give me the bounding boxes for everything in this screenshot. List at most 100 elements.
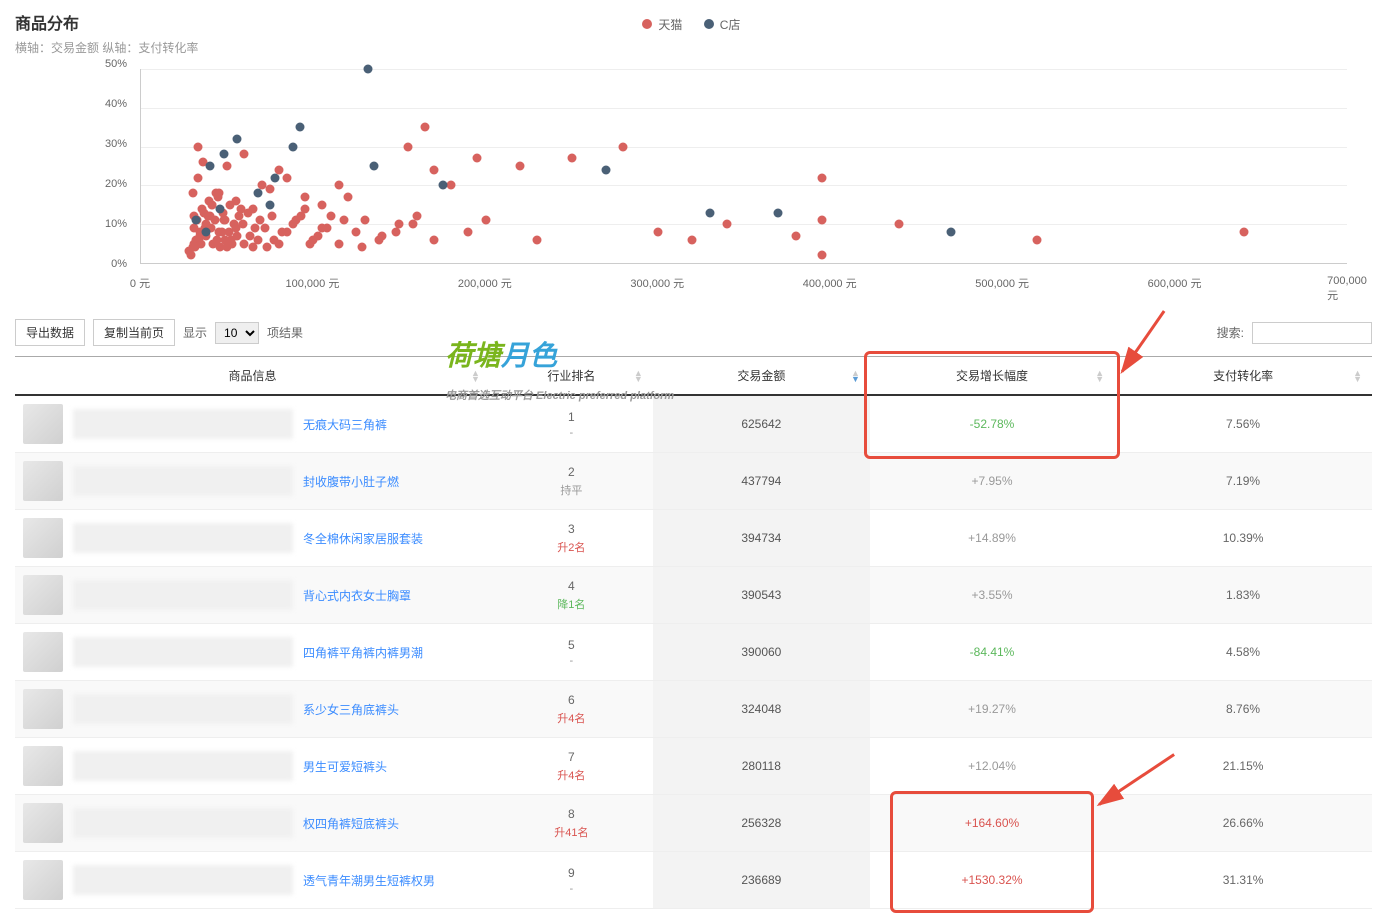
scatter-point[interactable] [240,150,249,159]
scatter-point[interactable] [254,189,263,198]
scatter-point[interactable] [202,227,211,236]
scatter-point[interactable] [235,212,244,221]
scatter-point[interactable] [278,227,287,236]
scatter-point[interactable] [364,65,373,74]
scatter-point[interactable] [335,239,344,248]
scatter-point[interactable] [323,224,332,233]
col-amount[interactable]: 交易金额 ▲▼ [653,357,870,396]
table-row[interactable]: 男生可爱短裤头 7 升4名 280118 +12.04% 21.15% [15,738,1372,795]
table-row[interactable]: 封收腹带小肚子燃 2 持平 437794 +7.95% 7.19% [15,453,1372,510]
scatter-point[interactable] [219,150,228,159]
scatter-point[interactable] [343,193,352,202]
scatter-point[interactable] [705,208,714,217]
scatter-point[interactable] [357,243,366,252]
col-rank[interactable]: 行业排名 ▲▼ [490,357,653,396]
sort-icon[interactable]: ▲▼ [851,370,860,382]
sort-icon[interactable]: ▲▼ [1095,370,1104,382]
table-row[interactable]: 无痕大码三角裤 1 - 625642 -52.78% 7.56% [15,395,1372,453]
scatter-point[interactable] [602,165,611,174]
scatter-point[interactable] [267,212,276,221]
product-name[interactable]: 系少女三角底裤头 [303,701,399,718]
sort-icon[interactable]: ▲▼ [634,370,643,382]
scatter-point[interactable] [223,162,232,171]
product-name[interactable]: 四角裤平角裤内裤男潮 [303,644,423,661]
scatter-point[interactable] [248,204,257,213]
scatter-point[interactable] [472,154,481,163]
scatter-point[interactable] [352,227,361,236]
scatter-point[interactable] [464,227,473,236]
scatter-point[interactable] [220,235,229,244]
sort-icon[interactable]: ▲▼ [1353,370,1362,382]
scatter-point[interactable] [205,196,214,205]
scatter-point[interactable] [233,134,242,143]
scatter-point[interactable] [254,235,263,244]
product-name[interactable]: 男生可爱短裤头 [303,758,387,775]
scatter-point[interactable] [188,189,197,198]
scatter-point[interactable] [438,181,447,190]
col-product[interactable]: 商品信息 ▲▼ [15,357,490,396]
scatter-point[interactable] [895,220,904,229]
scatter-point[interactable] [421,123,430,132]
scatter-point[interactable] [391,227,400,236]
scatter-point[interactable] [340,216,349,225]
scatter-point[interactable] [360,216,369,225]
scatter-point[interactable] [335,181,344,190]
table-row[interactable]: 透气青年潮男生短裤权男 9 - 236689 +1530.32% 31.31% [15,852,1372,909]
scatter-point[interactable] [255,216,264,225]
scatter-point[interactable] [197,239,206,248]
scatter-point[interactable] [224,227,233,236]
table-row[interactable]: 冬全棉休闲家居服套装 3 升2名 394734 +14.89% 10.39% [15,510,1372,567]
scatter-point[interactable] [192,216,201,225]
scatter-point[interactable] [225,200,234,209]
scatter-point[interactable] [429,235,438,244]
scatter-point[interactable] [317,200,326,209]
export-button[interactable]: 导出数据 [15,319,85,346]
table-row[interactable]: 四角裤平角裤内裤男潮 5 - 390060 -84.41% 4.58% [15,624,1372,681]
scatter-point[interactable] [722,220,731,229]
scatter-point[interactable] [288,220,297,229]
col-conversion[interactable]: 支付转化率 ▲▼ [1114,357,1372,396]
scatter-point[interactable] [297,212,306,221]
scatter-point[interactable] [230,220,239,229]
scatter-point[interactable] [817,173,826,182]
scatter-point[interactable] [269,235,278,244]
scatter-point[interactable] [946,227,955,236]
scatter-point[interactable] [1032,235,1041,244]
product-name[interactable]: 权四角裤短底裤头 [303,815,399,832]
product-name[interactable]: 透气青年潮男生短裤权男 [303,872,435,889]
scatter-point[interactable] [266,200,275,209]
scatter-point[interactable] [300,193,309,202]
scatter-point[interactable] [374,235,383,244]
scatter-point[interactable] [271,173,280,182]
scatter-point[interactable] [305,239,314,248]
scatter-point[interactable] [653,227,662,236]
scatter-point[interactable] [193,142,202,151]
scatter-point[interactable] [1239,227,1248,236]
scatter-point[interactable] [516,162,525,171]
scatter-point[interactable] [216,243,225,252]
scatter-point[interactable] [817,251,826,260]
scatter-point[interactable] [193,173,202,182]
scatter-point[interactable] [261,224,270,233]
scatter-point[interactable] [481,216,490,225]
scatter-point[interactable] [228,239,237,248]
scatter-point[interactable] [295,123,304,132]
scatter-point[interactable] [245,231,254,240]
scatter-point[interactable] [240,239,249,248]
scatter-point[interactable] [619,142,628,151]
scatter-point[interactable] [262,243,271,252]
scatter-point[interactable] [211,216,220,225]
product-name[interactable]: 背心式内衣女士胸罩 [303,587,411,604]
table-row[interactable]: 权四角裤短底裤头 8 升41名 256328 +164.60% 26.66% [15,795,1372,852]
scatter-point[interactable] [326,212,335,221]
table-row[interactable]: 背心式内衣女士胸罩 4 降1名 390543 +3.55% 1.83% [15,567,1372,624]
scatter-point[interactable] [186,251,195,260]
product-name[interactable]: 无痕大码三角裤 [303,416,387,433]
scatter-point[interactable] [250,224,259,233]
scatter-point[interactable] [283,173,292,182]
scatter-point[interactable] [774,208,783,217]
product-name[interactable]: 封收腹带小肚子燃 [303,473,399,490]
scatter-point[interactable] [238,220,247,229]
table-row[interactable]: 系少女三角底裤头 6 升4名 324048 +19.27% 8.76% [15,681,1372,738]
scatter-point[interactable] [216,204,225,213]
